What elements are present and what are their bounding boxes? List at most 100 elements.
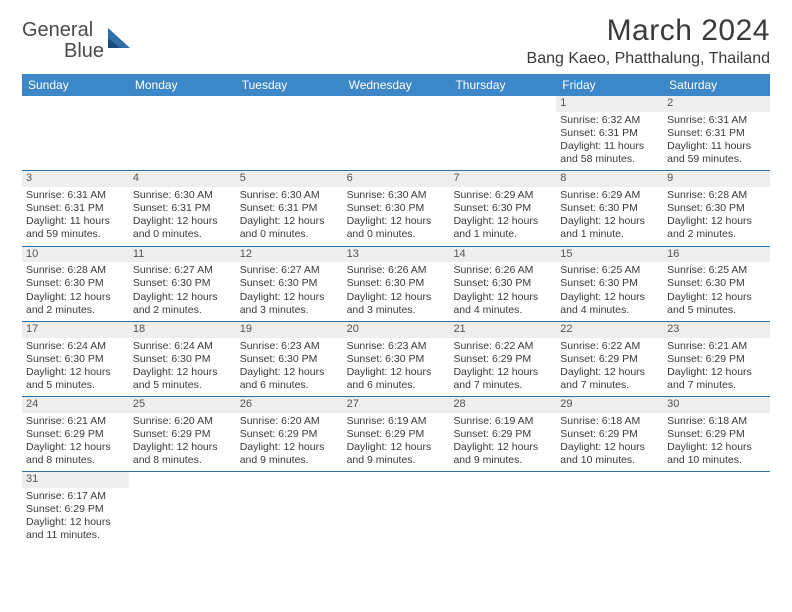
sunset-text: Sunset: 6:29 PM [560,428,659,441]
sunset-text: Sunset: 6:30 PM [240,277,339,290]
calendar-day: 29 Sunrise: 6:18 AMSunset: 6:29 PMDayligh… [556,397,663,471]
calendar-week: 31Sunrise: 6:17 AMSunset: 6:29 PMDayligh… [22,472,770,546]
calendar-day-empty [663,472,770,546]
sunrise-text: Sunrise: 6:21 AM [26,415,125,428]
sunrise-text: Sunrise: 6:25 AM [560,264,659,277]
month-title: March 2024 [527,14,770,48]
sunset-text: Sunset: 6:30 PM [560,277,659,290]
day-number: 29 [556,397,663,413]
calendar-day: 17Sunrise: 6:24 AMSunset: 6:30 PMDayligh… [22,322,129,396]
day-number: 20 [343,322,450,338]
day-number: 25 [129,397,236,413]
calendar-day-empty [236,472,343,546]
calendar-day: 4Sunrise: 6:30 AMSunset: 6:31 PMDaylight… [129,171,236,245]
logo: General Blue [22,20,134,62]
day-details: Sunrise: 6:20 AMSunset: 6:29 PMDaylight:… [236,413,343,472]
calendar-day: 9Sunrise: 6:28 AMSunset: 6:30 PMDaylight… [663,171,770,245]
daylight-text: Daylight: 12 hours and 7 minutes. [667,366,766,392]
header: General Blue March 2024 Bang Kaeo, Phatt… [22,14,770,68]
day-details: Sunrise: 6:22 AMSunset: 6:29 PMDaylight:… [556,338,663,397]
day-details: Sunrise: 6:20 AMSunset: 6:29 PMDaylight:… [129,413,236,472]
sunset-text: Sunset: 6:30 PM [26,353,125,366]
calendar-weeks: 1Sunrise: 6:32 AMSunset: 6:31 PMDaylight… [22,96,770,547]
sunrise-text: Sunrise: 6:17 AM [26,490,125,503]
sunrise-text: Sunrise: 6:18 AM [560,415,659,428]
calendar-day: 27Sunrise: 6:19 AMSunset: 6:29 PMDayligh… [343,397,450,471]
day-number: 10 [22,247,129,263]
location-text: Bang Kaeo, Phatthalung, Thailand [527,50,770,68]
calendar-day: 1Sunrise: 6:32 AMSunset: 6:31 PMDaylight… [556,96,663,170]
day-number: 8 [556,171,663,187]
sunrise-text: Sunrise: 6:21 AM [667,340,766,353]
sunset-text: Sunset: 6:29 PM [453,353,552,366]
daylight-text: Daylight: 12 hours and 0 minutes. [240,215,339,241]
calendar-day: 22Sunrise: 6:22 AMSunset: 6:29 PMDayligh… [556,322,663,396]
daylight-text: Daylight: 12 hours and 0 minutes. [347,215,446,241]
sunrise-text: Sunrise: 6:26 AM [453,264,552,277]
sunset-text: Sunset: 6:29 PM [667,353,766,366]
day-details: Sunrise: 6:24 AMSunset: 6:30 PMDaylight:… [22,338,129,397]
day-details: Sunrise: 6:32 AMSunset: 6:31 PMDaylight:… [556,112,663,171]
day-header: Sunday [22,74,129,96]
day-details: Sunrise: 6:29 AMSunset: 6:30 PMDaylight:… [449,187,556,246]
sunset-text: Sunset: 6:29 PM [453,428,552,441]
calendar-day-empty [129,96,236,170]
sunset-text: Sunset: 6:31 PM [560,127,659,140]
calendar-day: 21Sunrise: 6:22 AMSunset: 6:29 PMDayligh… [449,322,556,396]
day-number: 11 [129,247,236,263]
daylight-text: Daylight: 12 hours and 9 minutes. [347,441,446,467]
daylight-text: Daylight: 11 hours and 58 minutes. [560,140,659,166]
day-header: Saturday [663,74,770,96]
day-header: Friday [556,74,663,96]
day-details: Sunrise: 6:30 AMSunset: 6:31 PMDaylight:… [236,187,343,246]
daylight-text: Daylight: 12 hours and 3 minutes. [240,291,339,317]
day-details: Sunrise: 6:30 AMSunset: 6:31 PMDaylight:… [129,187,236,246]
day-details: Sunrise: 6:27 AMSunset: 6:30 PMDaylight:… [236,262,343,321]
daylight-text: Daylight: 12 hours and 10 minutes. [560,441,659,467]
sunset-text: Sunset: 6:30 PM [26,277,125,290]
calendar-day: 14Sunrise: 6:26 AMSunset: 6:30 PMDayligh… [449,247,556,321]
daylight-text: Daylight: 12 hours and 5 minutes. [133,366,232,392]
day-details: Sunrise: 6:31 AMSunset: 6:31 PMDaylight:… [663,112,770,171]
sunrise-text: Sunrise: 6:32 AM [560,114,659,127]
day-number: 18 [129,322,236,338]
sunset-text: Sunset: 6:29 PM [26,428,125,441]
day-details: Sunrise: 6:21 AMSunset: 6:29 PMDaylight:… [22,413,129,472]
sunset-text: Sunset: 6:30 PM [133,353,232,366]
sunrise-text: Sunrise: 6:20 AM [133,415,232,428]
day-details: Sunrise: 6:25 AMSunset: 6:30 PMDaylight:… [663,262,770,321]
day-number: 15 [556,247,663,263]
sunset-text: Sunset: 6:31 PM [133,202,232,215]
sunset-text: Sunset: 6:30 PM [347,277,446,290]
day-details: Sunrise: 6:19 AMSunset: 6:29 PMDaylight:… [449,413,556,472]
day-header: Wednesday [343,74,450,96]
calendar-day: 12Sunrise: 6:27 AMSunset: 6:30 PMDayligh… [236,247,343,321]
calendar: SundayMondayTuesdayWednesdayThursdayFrid… [22,74,770,547]
sunrise-text: Sunrise: 6:19 AM [347,415,446,428]
day-number: 1 [556,96,663,112]
day-details: Sunrise: 6:26 AMSunset: 6:30 PMDaylight:… [449,262,556,321]
day-header: Tuesday [236,74,343,96]
sunrise-text: Sunrise: 6:23 AM [347,340,446,353]
day-number: 4 [129,171,236,187]
day-details: Sunrise: 6:25 AMSunset: 6:30 PMDaylight:… [556,262,663,321]
sunrise-text: Sunrise: 6:31 AM [26,189,125,202]
day-number: 30 [663,397,770,413]
day-number: 7 [449,171,556,187]
sunrise-text: Sunrise: 6:31 AM [667,114,766,127]
daylight-text: Daylight: 12 hours and 0 minutes. [133,215,232,241]
sunset-text: Sunset: 6:31 PM [240,202,339,215]
calendar-day: 7Sunrise: 6:29 AMSunset: 6:30 PMDaylight… [449,171,556,245]
day-number: 27 [343,397,450,413]
sunrise-text: Sunrise: 6:30 AM [240,189,339,202]
day-number: 9 [663,171,770,187]
day-number: 12 [236,247,343,263]
sunset-text: Sunset: 6:29 PM [667,428,766,441]
calendar-day: 2Sunrise: 6:31 AMSunset: 6:31 PMDaylight… [663,96,770,170]
daylight-text: Daylight: 12 hours and 7 minutes. [453,366,552,392]
day-number: 6 [343,171,450,187]
sunset-text: Sunset: 6:29 PM [560,353,659,366]
calendar-week: 17Sunrise: 6:24 AMSunset: 6:30 PMDayligh… [22,322,770,397]
sunset-text: Sunset: 6:29 PM [26,503,125,516]
sail-icon [106,26,134,50]
